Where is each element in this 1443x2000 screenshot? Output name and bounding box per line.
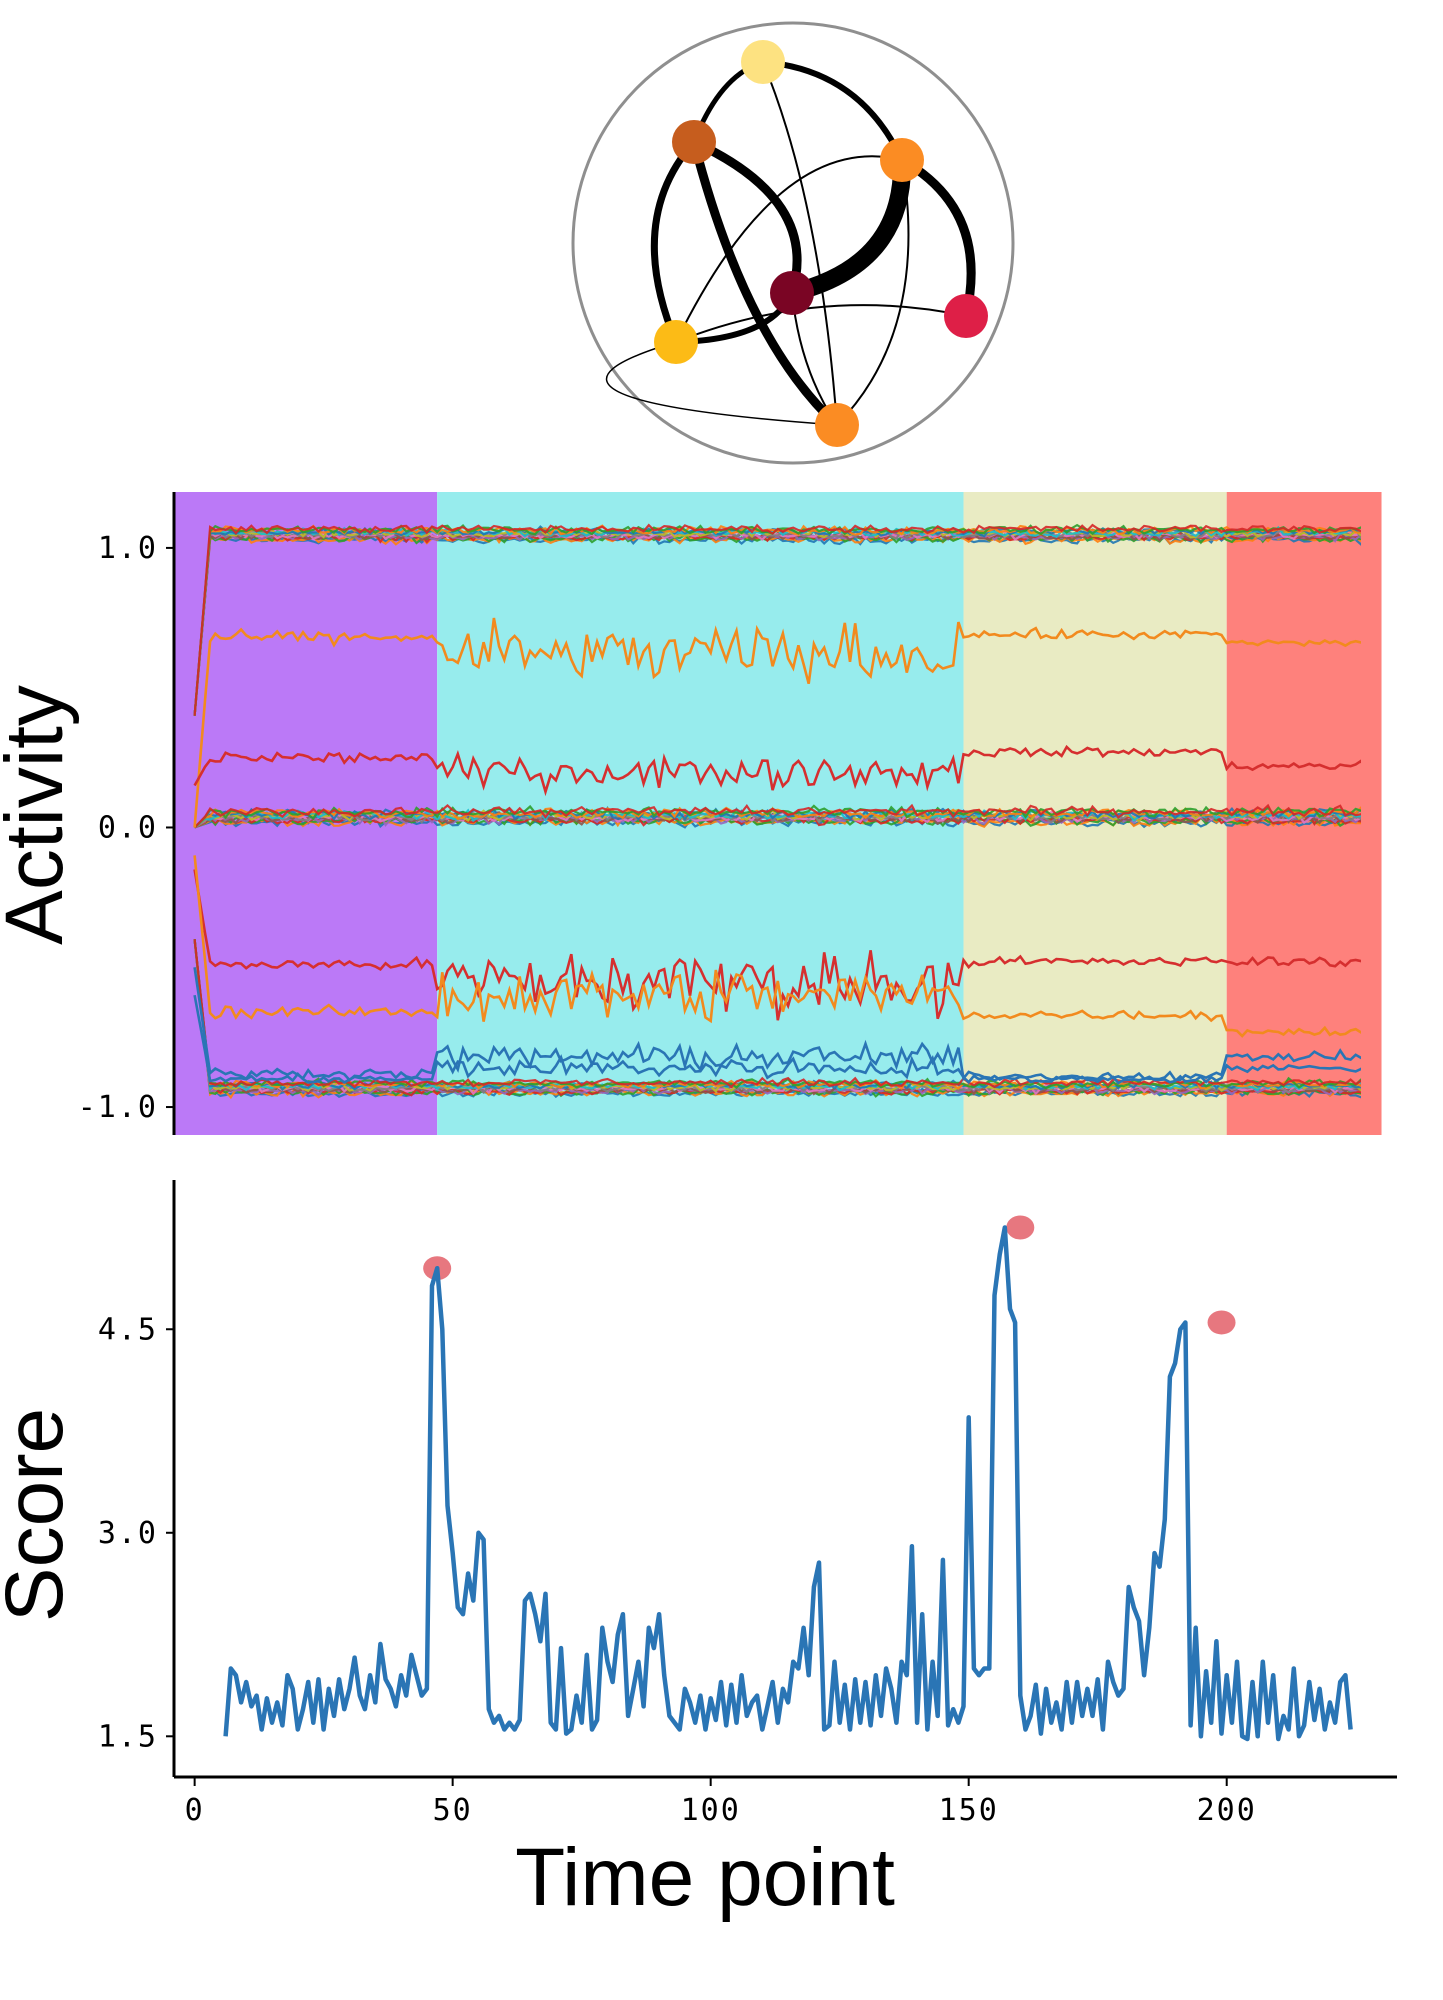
score-x-tick-label: 100	[681, 1793, 741, 1828]
network-nodes	[654, 40, 988, 447]
activity-series-upper-red	[193, 744, 1361, 797]
activity-y-tick-label: 0.0	[98, 810, 158, 845]
score-y-tick-label: 3.0	[98, 1516, 158, 1551]
score-peak-markers	[423, 1215, 1236, 1335]
network-node-center	[770, 271, 814, 315]
network-node-upper-left	[672, 120, 716, 164]
score-peak-marker-3	[1207, 1310, 1236, 1335]
network-edge-7	[897, 155, 976, 321]
network-node-left	[654, 320, 698, 364]
activity-series-lower-red	[193, 869, 1361, 1021]
network-edges	[606, 59, 976, 430]
network-edge-1	[760, 59, 905, 163]
network-diagram	[571, 21, 1015, 465]
activity-highlight-series	[193, 617, 1361, 1085]
activity-plot-area	[193, 523, 1361, 1100]
band-bottom-trace-7	[193, 939, 1361, 1096]
activity-band-series	[193, 523, 1361, 1100]
score-x-tick-label: 150	[939, 1793, 999, 1828]
activity-series-upper-orange	[193, 617, 1361, 828]
network-node-right	[944, 294, 988, 338]
score-series-line	[223, 1225, 1353, 1742]
score-line	[223, 1225, 1353, 1742]
activity-y-tick-label: -1.0	[78, 1090, 158, 1125]
network-edge-6	[783, 151, 912, 302]
score-y-tick-label: 1.5	[98, 1719, 158, 1754]
network-edge-8	[836, 159, 910, 426]
network-edge-2	[762, 61, 838, 426]
network-node-upper-right	[880, 138, 924, 182]
activity-series-lower-orange	[193, 855, 1361, 1038]
band-top-trace-14	[193, 523, 1361, 716]
score-y-tick-label: 4.5	[98, 1312, 158, 1347]
score-peak-marker-2	[1006, 1215, 1035, 1240]
network-edge-10	[675, 304, 967, 343]
score-x-axis-title: Time point	[515, 1832, 895, 1923]
activity-y-axis-title: Activity	[0, 685, 80, 945]
activity-y-ticks: 1.0 0.0 -1.0	[78, 531, 174, 1125]
score-y-axis-title: Score	[0, 1408, 80, 1622]
network-node-top	[741, 40, 785, 84]
network-edge-3	[689, 137, 802, 298]
score-x-tick-label: 200	[1197, 1793, 1257, 1828]
activity-series-lower-blue-2	[193, 994, 1361, 1085]
network-edge-5	[689, 137, 842, 430]
network-edge-13	[606, 341, 838, 426]
score-x-tick-label: 0	[185, 1793, 205, 1828]
network-edge-12	[675, 155, 903, 343]
network-edge-4	[650, 138, 698, 346]
activity-series-lower-blue-1	[193, 967, 1361, 1082]
score-x-tick-label: 50	[433, 1793, 473, 1828]
activity-y-tick-label: 1.0	[98, 531, 158, 566]
network-node-bottom	[815, 403, 859, 447]
network-boundary-circle	[571, 21, 1015, 465]
band-zero-trace-14	[193, 803, 1361, 829]
activity-panel: 1.0 0.0 -1.0 Activity	[0, 492, 1382, 1135]
score-y-ticks: 1.5 3.0 4.5	[98, 1312, 174, 1754]
score-x-ticks: 0 50 100 150 200	[185, 1777, 1257, 1828]
score-panel: 1.5 3.0 4.5 0 50 100 150 200 Score Time point	[0, 1180, 1397, 1923]
